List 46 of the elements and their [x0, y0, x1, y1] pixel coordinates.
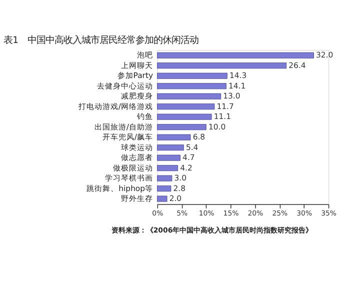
data-label: 2.8 — [173, 184, 186, 193]
bar — [157, 186, 172, 192]
y-tick-label: 上网聊天 — [121, 60, 154, 70]
data-label: 11.7 — [216, 102, 234, 111]
data-label: 14.3 — [229, 71, 247, 80]
bar — [157, 175, 172, 182]
data-label: 4.7 — [182, 153, 195, 162]
data-label: 32.0 — [316, 50, 334, 60]
y-tick-label: 减肥瘦身 — [121, 92, 154, 101]
bar — [157, 62, 287, 69]
data-label: 5.4 — [186, 142, 198, 152]
y-tick-label: 参加Party — [117, 71, 154, 80]
y-tick-label: 跳街舞、hiphop等 — [86, 184, 154, 193]
y-tick-label: 去健身中心运动 — [97, 81, 154, 90]
data-label: 2.0 — [169, 194, 182, 204]
bar — [157, 52, 314, 58]
bar — [157, 72, 228, 79]
y-tick-label: 做极限运动 — [113, 163, 154, 172]
bar — [157, 165, 178, 172]
data-label: 6.8 — [192, 132, 206, 142]
data-label: 11.1 — [214, 112, 232, 122]
data-label: 3.0 — [174, 174, 187, 183]
bar — [157, 124, 206, 130]
y-tick-label: 球类运动 — [121, 142, 154, 152]
chart-title: 表1 中国中高收入城市居民经常参加的休闲活动 — [4, 35, 198, 46]
y-tick-label: 做志愿者 — [121, 153, 154, 162]
bar — [157, 93, 222, 100]
data-label: 13.0 — [223, 92, 240, 101]
y-tick-label: 野外生存 — [121, 194, 154, 204]
bar — [157, 134, 191, 140]
bar — [157, 114, 212, 120]
data-label: 14.1 — [228, 81, 246, 90]
y-tick-label: 泡吧 — [137, 50, 154, 60]
y-tick-label: 学习琴棋书画 — [105, 174, 154, 183]
y-tick-label: 打电动游戏/网络游戏 — [77, 102, 154, 111]
bar — [157, 196, 168, 202]
y-tick-label: 开车兜风/飙车 — [102, 132, 154, 142]
bar — [157, 83, 226, 90]
y-tick-label: 出国旅游/自助游 — [94, 122, 154, 132]
data-label: 4.2 — [180, 163, 192, 172]
y-tick-label: 钓鱼 — [136, 112, 154, 122]
data-label: 26.4 — [288, 60, 306, 70]
bar — [157, 144, 184, 151]
bar — [157, 154, 180, 161]
data-label: 10.0 — [208, 122, 226, 132]
bar — [157, 104, 215, 110]
